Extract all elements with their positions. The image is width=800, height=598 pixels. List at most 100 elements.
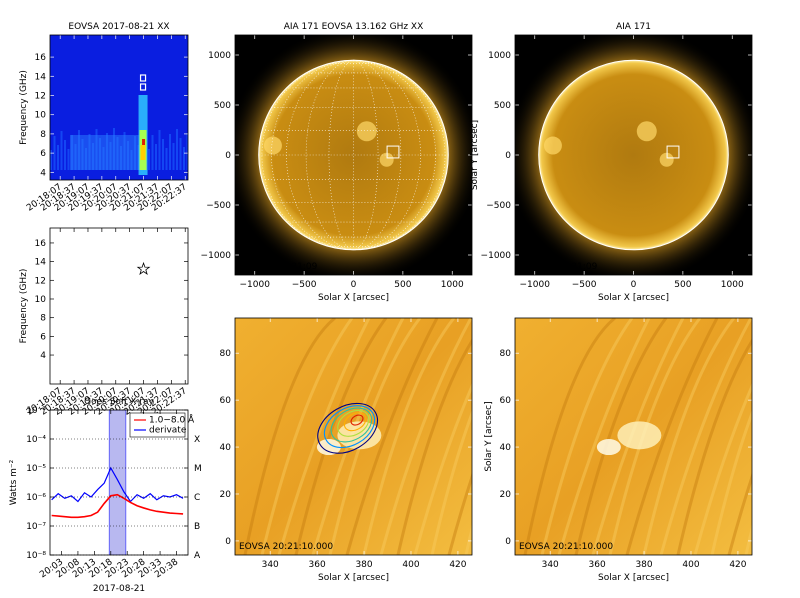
y-tick-label: 0 xyxy=(505,537,511,547)
contour xyxy=(317,402,378,454)
zoom-box xyxy=(666,145,680,159)
y-tick-label: 10⁻⁷ xyxy=(26,522,46,532)
y-tick-label: −500 xyxy=(206,201,231,211)
coronal-loop xyxy=(396,338,472,555)
sun-disk xyxy=(258,60,449,250)
bright-region xyxy=(617,421,662,450)
y-tick-label: 10⁻⁴ xyxy=(26,435,46,445)
spectrogram-texture xyxy=(50,150,52,170)
active-region xyxy=(543,136,562,155)
legend-label: derivate xyxy=(149,426,187,436)
axes-frame xyxy=(49,227,189,385)
spectrogram-texture xyxy=(172,143,175,170)
spectrogram-texture xyxy=(67,149,70,170)
plot-area xyxy=(235,35,472,275)
longitude-line xyxy=(328,59,379,251)
x-tick-label: 1000 xyxy=(721,280,744,290)
chart-title: AIA 171 xyxy=(616,22,651,32)
active-region xyxy=(263,136,282,155)
spectrogram-texture xyxy=(151,135,154,170)
x-tick-label: −1000 xyxy=(240,280,271,290)
y-tick-label: 20 xyxy=(500,490,512,500)
x-axis-label: Solar X [arcsec] xyxy=(598,293,669,303)
active-region xyxy=(379,152,394,167)
active-region xyxy=(356,121,377,142)
x-tick-label: 500 xyxy=(394,280,411,290)
y-tick-label: 500 xyxy=(494,101,511,111)
spectrogram-marker xyxy=(139,83,147,91)
contour xyxy=(323,405,376,449)
y-tick-label: −1000 xyxy=(481,251,512,261)
annotation: AIA 171 20:21:09 xyxy=(519,262,598,272)
spectrogram-texture xyxy=(183,147,185,170)
x-tick-label: −500 xyxy=(572,280,597,290)
y-tick-label: 80 xyxy=(500,349,512,359)
highlight-span xyxy=(108,410,127,555)
spectrogram-texture xyxy=(53,136,56,170)
y-tick-label: 80 xyxy=(220,349,232,359)
y-tick-label: 16 xyxy=(35,239,47,249)
y-tick-label: −500 xyxy=(486,201,511,211)
class-label: A xyxy=(194,551,201,561)
star-marker xyxy=(136,261,151,275)
y-tick-label: 4 xyxy=(40,168,46,178)
x-axis-label: Solar X [arcsec] xyxy=(318,573,389,583)
contour xyxy=(330,407,373,443)
annotation: EOVSA 20:21:10.000 xyxy=(239,542,333,552)
spectrogram-texture xyxy=(155,144,157,170)
x-tick-label: 0 xyxy=(631,280,637,290)
spectrogram-texture xyxy=(64,140,66,170)
x-tick-label: 340 xyxy=(542,560,559,570)
coronal-loop xyxy=(523,318,616,555)
x-tick-label: 420 xyxy=(449,560,466,570)
y-tick-label: 10⁻⁸ xyxy=(26,551,46,561)
x-tick-label: 360 xyxy=(589,560,606,570)
y-axis-label: Frequency (GHz) xyxy=(19,70,29,145)
contour xyxy=(337,409,370,437)
active-region xyxy=(636,121,657,142)
bright-region xyxy=(316,439,341,456)
spectrogram-texture xyxy=(186,133,188,170)
spectrogram-texture xyxy=(169,134,171,170)
y-tick-label: 0 xyxy=(225,151,231,161)
coronal-loop xyxy=(379,318,472,555)
x-tick-label: 500 xyxy=(674,280,691,290)
class-label: B xyxy=(194,522,200,532)
y-tick-label: 8 xyxy=(40,314,46,324)
class-label: C xyxy=(194,493,200,503)
y-tick-label: 12 xyxy=(35,91,46,101)
y-tick-label: 40 xyxy=(500,443,512,453)
y-tick-label: 10⁻⁵ xyxy=(26,464,46,474)
coronal-loop xyxy=(328,318,422,555)
coronal-loop xyxy=(642,318,736,555)
coronal-loop xyxy=(676,338,752,555)
plot-area xyxy=(235,318,472,555)
y-tick-label: 6 xyxy=(40,149,46,159)
y-tick-label: 40 xyxy=(220,443,232,453)
bright-region xyxy=(337,421,382,450)
coronal-loop xyxy=(659,318,752,555)
y-tick-label: 10⁻³ xyxy=(26,406,46,416)
coronal-loop xyxy=(447,472,472,555)
spectrogram-texture xyxy=(70,135,140,170)
x-tick-label: 360 xyxy=(309,560,326,570)
plot-area xyxy=(50,35,188,180)
axes-frame xyxy=(514,34,753,276)
y-axis-label: Frequency (GHz) xyxy=(19,269,29,344)
x-axis-label: Solar X [arcsec] xyxy=(318,293,389,303)
coronal-loop xyxy=(574,318,668,555)
x-tick-label: 380 xyxy=(355,560,372,570)
y-tick-label: 10 xyxy=(35,295,47,305)
y-tick-label: 14 xyxy=(35,72,47,82)
y-tick-label: 500 xyxy=(214,101,231,111)
y-axis-label: Watts m⁻² xyxy=(9,459,19,505)
limb xyxy=(538,59,729,251)
x-tick-label: 340 xyxy=(262,560,279,570)
coronal-loop xyxy=(625,318,719,555)
x-axis-label: 2017-08-21 xyxy=(93,584,145,594)
plot-area xyxy=(515,318,752,555)
axes-frame xyxy=(234,34,473,276)
y-tick-label: 10 xyxy=(35,111,47,121)
y-tick-label: 1000 xyxy=(488,51,511,61)
